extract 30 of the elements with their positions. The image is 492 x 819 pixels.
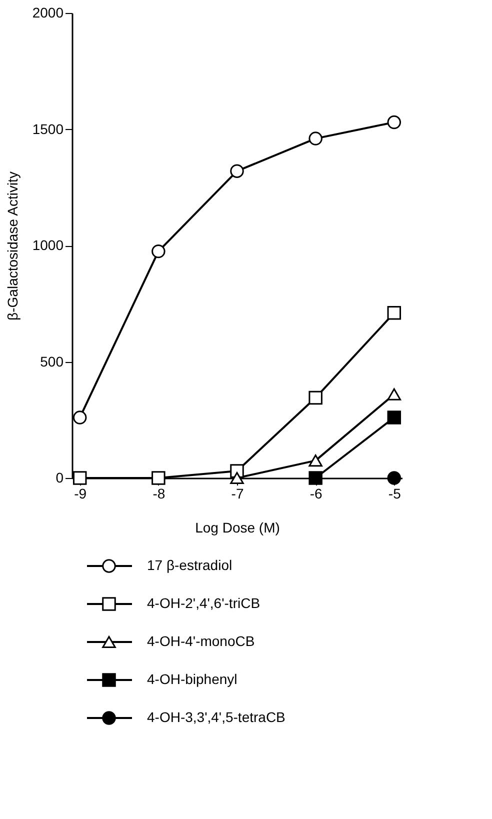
legend-label: 17 β-estradiol: [147, 557, 232, 573]
y-tick-label: 500: [40, 353, 64, 370]
point: [230, 164, 244, 178]
y-axis-title: β-Galactosidase Activity: [4, 172, 20, 320]
x-tick-label: -9: [74, 486, 87, 502]
y-tick-label: 1500: [32, 120, 64, 137]
point: [387, 306, 402, 320]
point: [308, 390, 322, 405]
y-tick-label: 1000: [32, 237, 64, 253]
x-tick-label: -8: [152, 486, 166, 502]
legend-label: 4-OH-2',4',6'-triCB: [147, 595, 260, 611]
x-tick-label: -7: [231, 486, 244, 502]
point: [387, 115, 402, 130]
x-tick-label: -6: [310, 486, 323, 502]
y-tick-label: 0: [56, 470, 64, 486]
legend-label: 4-OH-3,3',4',5-tetraCB: [147, 709, 286, 725]
point: [308, 132, 322, 146]
point: [152, 244, 166, 258]
point: [387, 410, 402, 424]
point: [308, 454, 322, 467]
legend-label: 4-OH-4'-monoCB: [147, 633, 255, 649]
x-tick-label: -5: [388, 486, 402, 502]
point: [387, 471, 402, 485]
point: [152, 471, 166, 485]
y-tick-label: 2000: [32, 4, 64, 20]
point: [72, 410, 87, 424]
point: [387, 388, 402, 400]
x-axis-title: Log Dose (M): [195, 520, 280, 536]
legend-label: 4-OH-biphenyl: [147, 671, 238, 687]
point: [72, 471, 87, 485]
